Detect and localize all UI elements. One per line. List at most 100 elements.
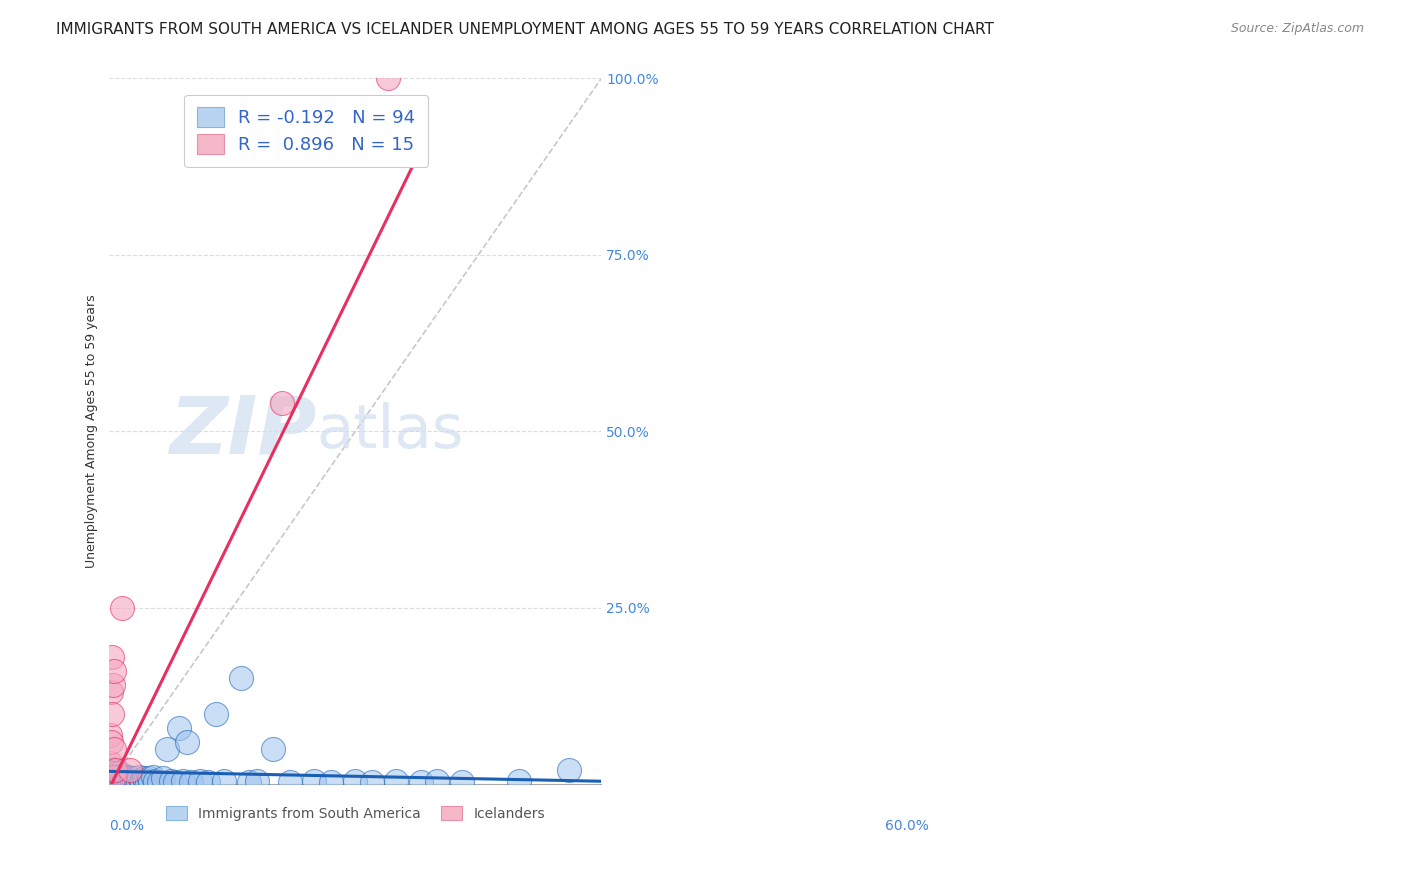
Point [108, 773, 131, 788]
Point [163, 775, 186, 789]
Point [107, 772, 129, 786]
Point [212, 773, 235, 788]
Point [385, 773, 408, 788]
Point [103, 772, 125, 786]
Point [122, 775, 145, 789]
Point [101, 706, 124, 721]
Point [172, 773, 194, 788]
Point [111, 768, 134, 782]
Point [176, 735, 198, 749]
Point [143, 773, 166, 788]
Point [118, 773, 141, 788]
Point [278, 775, 301, 789]
Point [107, 773, 129, 788]
Point [117, 773, 139, 788]
Point [304, 773, 326, 788]
Point [112, 775, 135, 789]
Point [103, 775, 125, 789]
Point [131, 775, 153, 789]
Point [100, 766, 122, 780]
Point [111, 600, 134, 615]
Point [360, 775, 382, 789]
Point [105, 773, 128, 788]
Point [108, 775, 131, 789]
Point [129, 773, 152, 788]
Point [101, 774, 124, 789]
Point [121, 775, 143, 789]
Point [98, 756, 121, 770]
Point [180, 775, 202, 789]
Point [127, 775, 149, 789]
Point [103, 766, 125, 780]
Point [246, 773, 269, 788]
Point [112, 772, 135, 786]
Point [426, 773, 449, 788]
Text: IMMIGRANTS FROM SOUTH AMERICA VS ICELANDER UNEMPLOYMENT AMONG AGES 55 TO 59 YEAR: IMMIGRANTS FROM SOUTH AMERICA VS ICELAND… [56, 22, 994, 37]
Point [100, 775, 122, 789]
Point [103, 768, 125, 782]
Text: atlas: atlas [316, 401, 464, 461]
Point [103, 762, 125, 776]
Point [104, 763, 127, 777]
Point [104, 766, 127, 780]
Point [160, 773, 183, 788]
Point [104, 774, 127, 789]
Point [103, 664, 125, 678]
Point [101, 763, 124, 777]
Point [142, 770, 165, 784]
Point [110, 770, 132, 784]
Point [101, 764, 124, 779]
Point [98, 770, 121, 784]
Point [451, 775, 474, 789]
Point [98, 728, 121, 742]
Point [118, 775, 141, 789]
Point [105, 768, 128, 782]
Text: 60.0%: 60.0% [886, 820, 929, 833]
Point [117, 770, 139, 784]
Point [110, 775, 132, 789]
Point [557, 763, 579, 777]
Point [107, 768, 129, 782]
Point [101, 650, 124, 665]
Point [148, 775, 170, 789]
Point [344, 773, 367, 788]
Point [103, 773, 125, 788]
Point [138, 772, 160, 786]
Point [111, 773, 134, 788]
Point [270, 396, 292, 410]
Point [167, 721, 190, 735]
Point [101, 770, 124, 784]
Point [118, 763, 141, 777]
Text: ZIP: ZIP [169, 392, 316, 470]
Point [409, 775, 432, 789]
Point [100, 772, 122, 786]
Point [508, 773, 530, 788]
Point [100, 735, 122, 749]
Point [134, 773, 156, 788]
Point [124, 772, 146, 786]
Point [229, 671, 252, 685]
Point [205, 706, 228, 721]
Point [188, 773, 211, 788]
Point [101, 678, 124, 692]
Point [197, 775, 219, 789]
Point [104, 775, 127, 789]
Text: Source: ZipAtlas.com: Source: ZipAtlas.com [1230, 22, 1364, 36]
Legend: Immigrants from South America, Icelanders: Immigrants from South America, Icelander… [160, 801, 551, 827]
Point [128, 770, 150, 784]
Point [104, 770, 127, 784]
Point [101, 768, 124, 782]
Point [139, 775, 162, 789]
Point [107, 766, 129, 780]
Text: 0.0%: 0.0% [110, 820, 145, 833]
Point [108, 770, 131, 784]
Y-axis label: Unemployment Among Ages 55 to 59 years: Unemployment Among Ages 55 to 59 years [86, 294, 98, 568]
Point [107, 775, 129, 789]
Point [115, 772, 138, 786]
Point [238, 775, 260, 789]
Point [111, 770, 134, 784]
Point [98, 773, 121, 788]
Point [101, 773, 124, 788]
Point [111, 775, 134, 789]
Point [125, 773, 148, 788]
